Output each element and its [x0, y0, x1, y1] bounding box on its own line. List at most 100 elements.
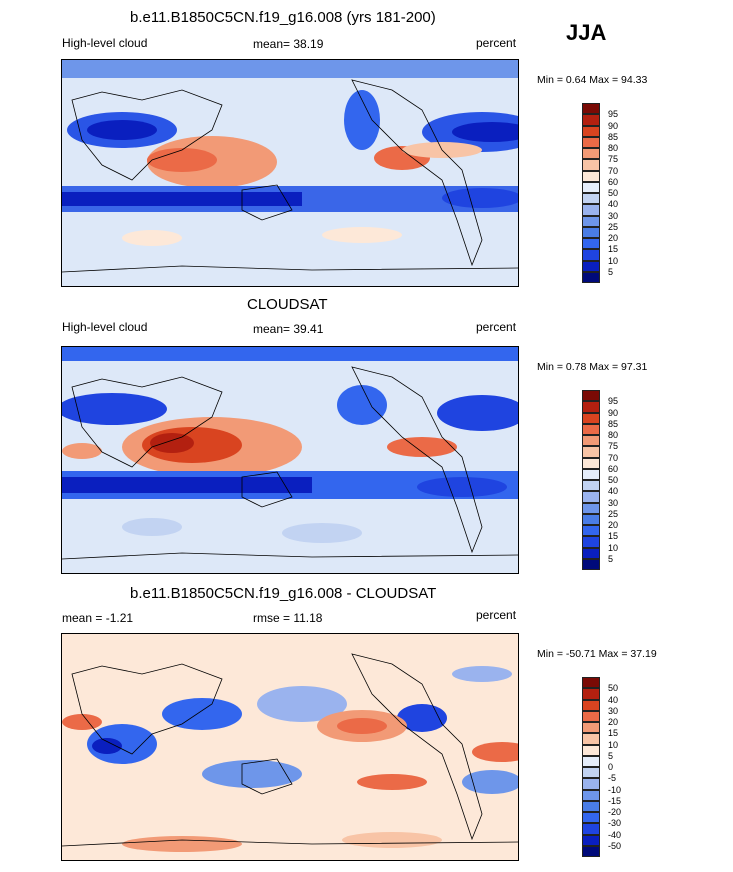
colorbar-cell: [582, 834, 600, 846]
panel2-map: [61, 346, 519, 574]
panel1-mean: mean= 38.19: [253, 37, 324, 51]
colorbar-tick-label: 75: [608, 154, 619, 165]
colorbar-tick-label: 20: [608, 520, 619, 530]
colorbar-tick-label: 90: [608, 120, 619, 131]
colorbar-tick-label: 50: [608, 188, 619, 198]
colorbar-tick-label: -10: [608, 784, 622, 795]
colorbar-tick-label: 70: [608, 165, 619, 176]
colorbar-cell: [582, 148, 600, 160]
colorbar-tick-label: 15: [608, 531, 619, 542]
colorbar-cell: [582, 181, 600, 193]
colorbar-tick-label: 60: [608, 463, 619, 474]
colorbar-cell: [582, 778, 600, 790]
panel3-minmax: Min = -50.71 Max = 37.19: [537, 648, 657, 660]
panel3-title: b.e11.B1850C5CN.f19_g16.008 - CLOUDSAT: [130, 585, 437, 602]
colorbar-cell: [582, 744, 600, 756]
colorbar-tick-label: 40: [608, 199, 619, 210]
colorbar-tick-label: 50: [608, 683, 619, 694]
colorbar-cell: [582, 401, 600, 413]
colorbar-tick-label: -30: [608, 818, 622, 829]
colorbar-cell: [582, 800, 600, 812]
colorbar-tick-label: 40: [608, 694, 619, 705]
colorbar-cell: [582, 457, 600, 469]
colorbar-cell: [582, 722, 600, 734]
colorbar-cell: [582, 733, 600, 745]
colorbar-cell: [582, 513, 600, 525]
colorbar-cell: [582, 491, 600, 503]
colorbar-cell: [582, 710, 600, 722]
colorbar-cell: [582, 502, 600, 514]
panel3-rmse: rmse = 11.18: [253, 611, 323, 625]
colorbar-cell: [582, 193, 600, 205]
colorbar-tick-label: 20: [608, 717, 619, 727]
colorbar-cell: [582, 435, 600, 447]
panel1-variable-label: High-level cloud: [62, 36, 148, 50]
colorbar-cell: [582, 423, 600, 435]
colorbar-cell: [582, 238, 600, 250]
panel3-units: percent: [476, 608, 517, 622]
colorbar-cell: [582, 547, 600, 559]
colorbar-cell: [582, 845, 600, 857]
colorbar-tick-label: 30: [608, 210, 619, 221]
colorbar-cell: [582, 755, 600, 767]
panel2-colorbar: 5 10 15 20 25 30 40 50 60 70 75 80 85 90 95: [582, 390, 622, 570]
colorbar-tick-label: 10: [608, 255, 619, 266]
colorbar-cell: [582, 767, 600, 779]
colorbar-tick-label: 95: [608, 396, 619, 407]
colorbar-cell: [582, 159, 600, 171]
colorbar-tick-label: 85: [608, 418, 619, 429]
panel2-minmax: Min = 0.78 Max = 97.31: [537, 361, 648, 373]
colorbar-tick-label: 20: [608, 233, 619, 243]
colorbar-tick-label: 5: [608, 266, 614, 277]
panel2-units: percent: [476, 320, 517, 334]
colorbar-tick-label: 80: [608, 143, 619, 153]
colorbar-tick-label: -50: [608, 840, 622, 851]
colorbar-tick-label: 80: [608, 430, 619, 440]
colorbar-tick-label: 30: [608, 705, 619, 716]
colorbar-tick-label: 95: [608, 109, 619, 120]
colorbar-cell: [582, 525, 600, 537]
colorbar-cell: [582, 114, 600, 126]
colorbar-cell: [582, 226, 600, 238]
colorbar-cell: [582, 125, 600, 137]
colorbar-tick-label: 10: [608, 542, 619, 553]
colorbar-tick-label: 85: [608, 131, 619, 142]
panel1-contour-field: [62, 60, 518, 286]
colorbar-tick-label: 60: [608, 176, 619, 187]
panel3-mean: mean = -1.21: [62, 611, 134, 625]
colorbar-cell: [582, 204, 600, 216]
colorbar-tick-label: 40: [608, 486, 619, 497]
colorbar-tick-label: 15: [608, 728, 619, 739]
colorbar-cell: [582, 136, 600, 148]
colorbar-tick-label: 90: [608, 407, 619, 418]
panel3-map: [61, 633, 519, 861]
panel1-colorbar: 5 10 15 20 25 30 40 50 60 70 75 80 85 90 95: [582, 103, 622, 283]
panel2-mean: mean= 39.41: [253, 322, 324, 336]
colorbar-cell: [582, 468, 600, 480]
colorbar-tick-label: 50: [608, 475, 619, 485]
panel3-colorbar: -50 -40 -30 -20 -15 -10 -5 0 5 10 15 20 30 40 50: [582, 677, 622, 857]
panel1-title: b.e11.B1850C5CN.f19_g16.008 (yrs 181-200…: [130, 9, 436, 26]
colorbar-tick-label: 15: [608, 244, 619, 255]
panel1-units: percent: [476, 36, 517, 50]
panel3-contour-field: [62, 634, 518, 860]
colorbar-cell: [582, 215, 600, 227]
colorbar-tick-label: 25: [608, 508, 619, 519]
colorbar-tick-label: 70: [608, 452, 619, 463]
colorbar-tick-label: 0: [608, 762, 614, 772]
colorbar-cell: [582, 823, 600, 835]
colorbar-cell: [582, 789, 600, 801]
colorbar-cell: [582, 699, 600, 711]
colorbar-tick-label: -20: [608, 807, 622, 817]
colorbar-cell: [582, 812, 600, 824]
colorbar-cell: [582, 271, 600, 283]
panel1-minmax: Min = 0.64 Max = 94.33: [537, 74, 648, 86]
colorbar-cell: [582, 688, 600, 700]
panel2-contour-field: [62, 347, 518, 573]
colorbar-cell: [582, 170, 600, 182]
colorbar-tick-label: 25: [608, 221, 619, 232]
colorbar-cell: [582, 260, 600, 272]
colorbar-cell: [582, 536, 600, 548]
colorbar-cell: [582, 249, 600, 261]
colorbar-tick-label: 10: [608, 739, 619, 750]
